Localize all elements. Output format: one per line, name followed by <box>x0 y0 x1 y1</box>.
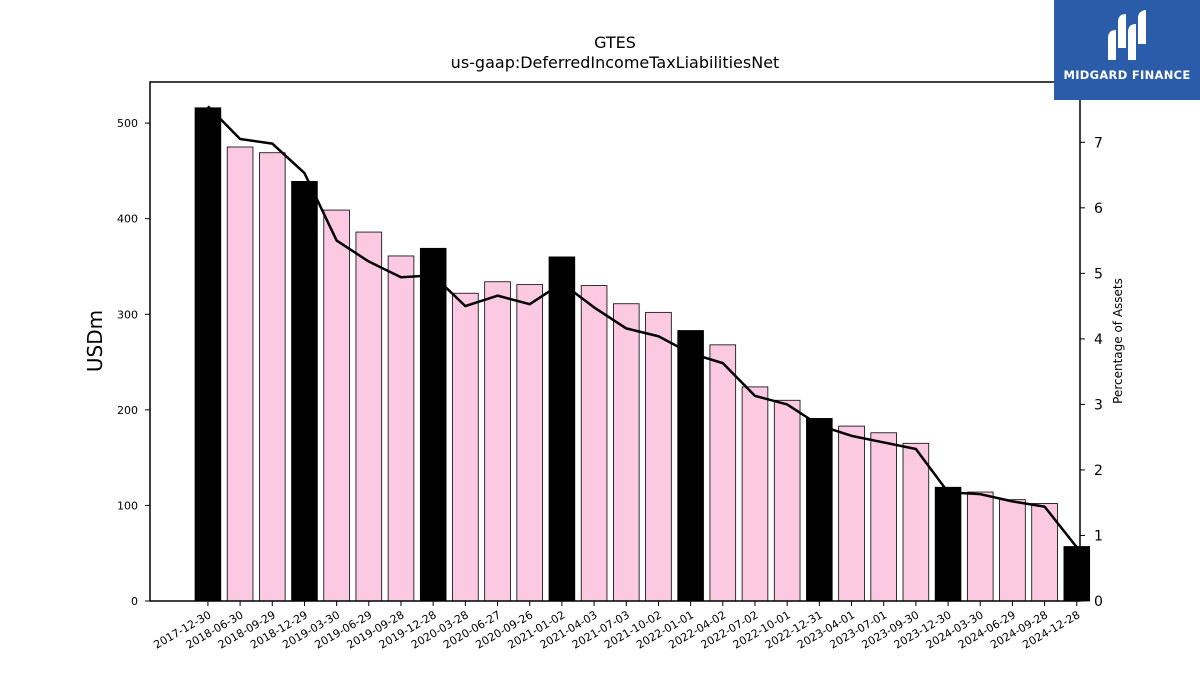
bar-2019-09-28 <box>387 255 415 602</box>
y-axis-label: USDm <box>83 310 107 372</box>
bar-2023-09-30 <box>902 442 930 602</box>
bar-2019-03-30 <box>323 209 350 602</box>
bar-2023-07-01 <box>870 432 897 602</box>
y2-axis-label: Percentage of Assets <box>1111 278 1125 404</box>
bar-2018-09-29 <box>259 152 286 602</box>
bar-2023-12-30 <box>934 486 962 602</box>
y-tick-label: 300 <box>117 308 138 321</box>
chart-subtitle: us-gaap:DeferredIncomeTaxLiabilitiesNet <box>451 53 780 72</box>
bar-2019-12-28 <box>419 247 447 602</box>
y2-tick-label: 1 <box>1094 528 1103 544</box>
bar-2022-07-02 <box>741 386 769 602</box>
bar-2022-10-01 <box>773 399 801 602</box>
y2-tick-label: 4 <box>1094 332 1103 348</box>
bar-2020-03-28 <box>452 292 479 602</box>
bar-2022-12-31 <box>806 418 833 602</box>
bar-2021-07-03 <box>612 303 640 602</box>
bar-2022-04-02 <box>709 344 737 602</box>
bar-2021-04-03 <box>580 285 608 602</box>
bar-2019-06-29 <box>355 231 383 602</box>
bar-2024-03-30 <box>966 491 994 602</box>
bar-2024-12-28 <box>1063 546 1091 602</box>
bar-2024-06-29 <box>999 499 1026 602</box>
plot-frame <box>149 81 1081 602</box>
percentage-line-layer <box>207 105 1078 549</box>
brand-logo: MIDGARD FINANCE <box>1054 0 1200 100</box>
y-tick-label: 400 <box>117 213 138 226</box>
percentage-of-assets-line <box>207 105 1078 549</box>
y2-tick-label: 0 <box>1094 594 1103 610</box>
y-tick-label: 200 <box>117 404 138 417</box>
y2-tick-label: 5 <box>1094 266 1103 282</box>
bar-2024-09-28 <box>1031 503 1058 602</box>
y-tick-label: 0 <box>131 595 138 608</box>
bar-2018-12-29 <box>291 181 318 602</box>
bar-2021-01-02 <box>548 256 576 602</box>
midgard-logo-icon <box>1108 10 1146 60</box>
y-tick-label: 100 <box>117 499 138 512</box>
y2-tick-label: 6 <box>1094 201 1103 217</box>
y2-tick-label: 7 <box>1094 135 1103 151</box>
bar-2018-06-30 <box>226 146 254 602</box>
bar-2021-10-02 <box>645 311 672 602</box>
bar-2020-06-27 <box>484 281 511 602</box>
bars <box>194 107 1091 602</box>
y2-tick-label: 3 <box>1094 397 1103 413</box>
bar-2022-01-01 <box>677 330 704 602</box>
bar-2023-04-01 <box>838 425 865 602</box>
bar-2017-12-30 <box>194 107 222 602</box>
chart-title: GTES <box>594 33 636 52</box>
y-tick-label: 500 <box>117 117 138 130</box>
bar-2020-09-26 <box>516 284 543 602</box>
y2-tick-label: 2 <box>1094 463 1103 479</box>
brand-name: MIDGARD FINANCE <box>1063 68 1191 82</box>
